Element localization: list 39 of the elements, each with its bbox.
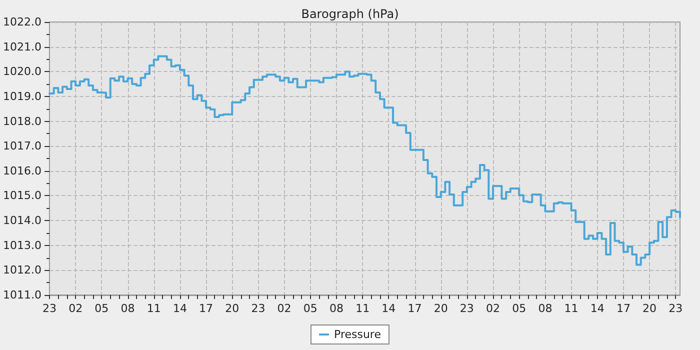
x-tick-label: 17 bbox=[199, 302, 214, 315]
y-tick-label: 1022.0 bbox=[2, 16, 42, 28]
x-tick-label: 20 bbox=[642, 302, 657, 315]
x-tick-label: 08 bbox=[120, 302, 135, 315]
x-tick-label: 08 bbox=[329, 302, 344, 315]
x-tick-label: 14 bbox=[172, 302, 187, 315]
x-tick-label: 02 bbox=[277, 302, 292, 315]
x-tick-label: 23 bbox=[251, 302, 266, 315]
x-tick-label: 11 bbox=[564, 302, 578, 315]
x-tick-label: 11 bbox=[356, 302, 370, 315]
x-tick-label: 02 bbox=[486, 302, 500, 315]
y-tick-label: 1011.0 bbox=[2, 288, 42, 302]
y-tick-label: 1020.0 bbox=[2, 65, 42, 78]
x-tick-label: 14 bbox=[590, 302, 604, 315]
y-tick-label: 1017.0 bbox=[2, 140, 42, 153]
x-tick-label: 02 bbox=[68, 302, 83, 315]
y-tick-label: 1012.0 bbox=[2, 264, 42, 277]
y-tick-label: 1016.0 bbox=[2, 164, 42, 178]
x-tick-label: 23 bbox=[668, 302, 683, 315]
x-tick-label: 17 bbox=[616, 302, 630, 315]
x-tick-label: 08 bbox=[538, 302, 552, 315]
y-tick-label: 1021.0 bbox=[2, 40, 42, 54]
x-tick-label: 11 bbox=[146, 302, 161, 315]
x-tick-label: 05 bbox=[94, 302, 109, 315]
y-tick-label: 1013.0 bbox=[2, 238, 42, 252]
x-tick-label: 20 bbox=[225, 302, 240, 315]
y-tick-label: 1014.0 bbox=[2, 214, 42, 228]
x-tick-label: 23 bbox=[460, 302, 474, 315]
x-tick-label: 05 bbox=[512, 302, 526, 315]
x-tick-label: 17 bbox=[408, 302, 422, 315]
chart-title: Barograph (hPa) bbox=[301, 7, 399, 21]
x-tick-label: 05 bbox=[303, 302, 318, 315]
legend-label: Pressure bbox=[334, 328, 382, 341]
y-tick-label: 1015.0 bbox=[2, 189, 42, 202]
y-tick-label: 1019.0 bbox=[2, 90, 42, 103]
y-tick-label: 1018.0 bbox=[2, 114, 42, 128]
x-tick-label: 14 bbox=[382, 302, 396, 315]
x-tick-label: 23 bbox=[42, 302, 56, 315]
x-tick-label: 20 bbox=[434, 302, 448, 315]
